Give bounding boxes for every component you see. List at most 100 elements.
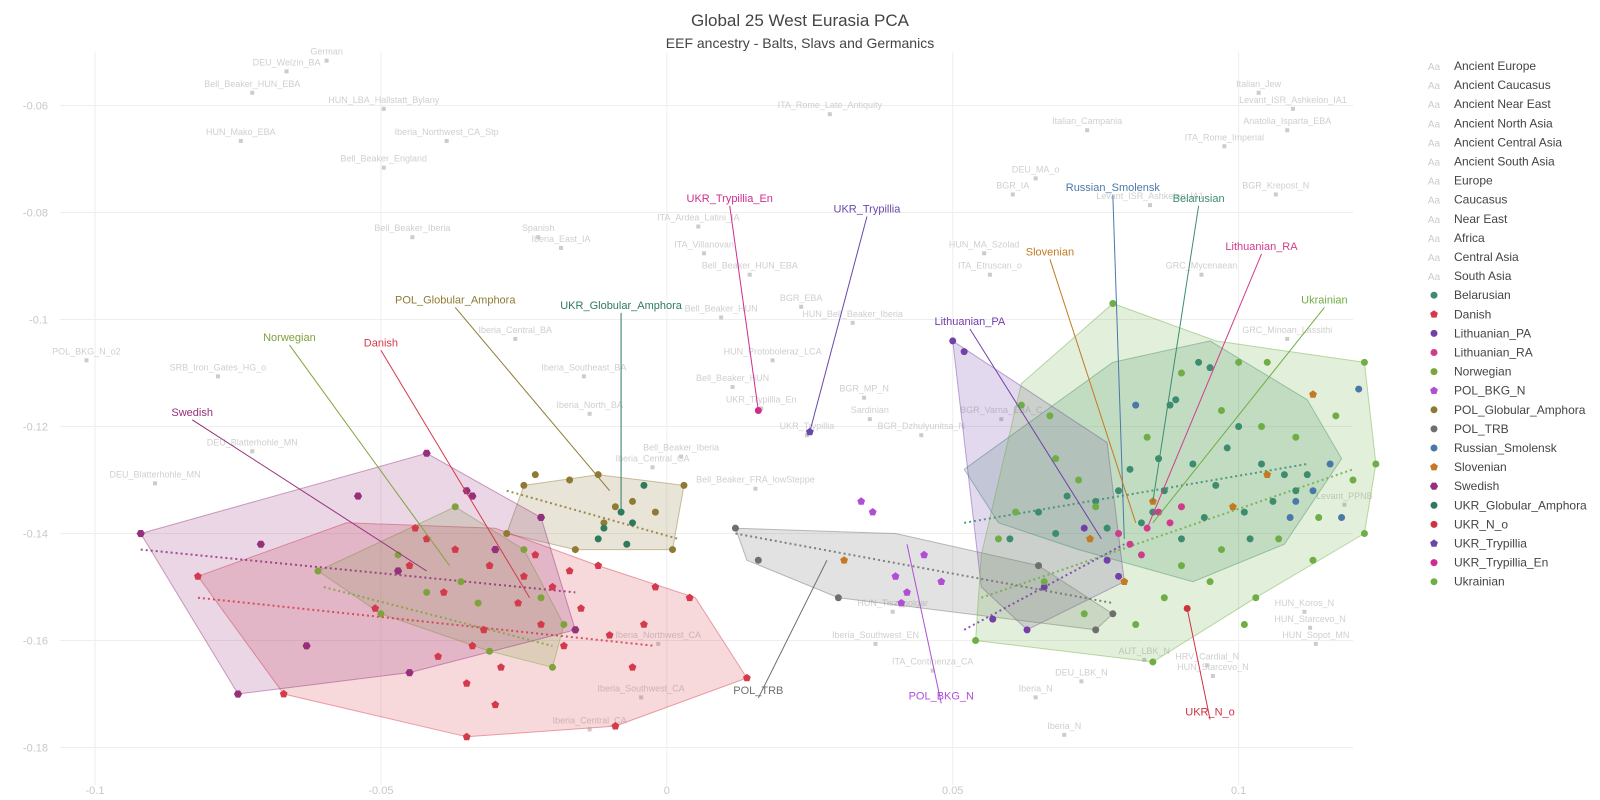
point-pol-trb bbox=[1109, 610, 1117, 618]
background-label: HUN_Protoboleraz_LCA bbox=[724, 346, 822, 356]
background-label: German bbox=[310, 47, 343, 57]
point-belarusian bbox=[1223, 444, 1231, 452]
background-marker bbox=[559, 245, 564, 250]
point-danish bbox=[462, 732, 471, 741]
background-label: GRC_Minoan_Lassithi bbox=[1242, 325, 1332, 335]
point-pol-globular-amphora bbox=[566, 476, 574, 484]
callout-leader-line bbox=[1152, 307, 1325, 524]
background-label: HUN_LBA_Hallstatt_Bylany bbox=[328, 95, 440, 105]
point-ukrainian bbox=[1017, 401, 1025, 409]
legend-item: Ukrainian bbox=[1454, 575, 1505, 589]
point-ukrainian bbox=[1046, 412, 1054, 420]
callout-label: Norwegian bbox=[263, 332, 316, 344]
point-pol-globular-amphora bbox=[600, 519, 608, 527]
background-label: HUN_Koros_N bbox=[1275, 598, 1335, 608]
legend-marker bbox=[1430, 444, 1438, 452]
point-slovenian bbox=[840, 556, 848, 564]
point-ukrainian bbox=[994, 535, 1002, 543]
legend-item: Ancient Central Asia bbox=[1454, 135, 1562, 149]
point-belarusian bbox=[1035, 508, 1042, 516]
point-ukrainian bbox=[1206, 578, 1214, 586]
point-pol-bkg-n bbox=[903, 588, 911, 596]
point-ukrainian bbox=[972, 637, 980, 645]
point-pol-globular-amphora bbox=[531, 471, 539, 479]
background-label: HUN_Mako_EBA bbox=[206, 127, 276, 137]
legend-item: Ancient North Asia bbox=[1454, 116, 1553, 130]
point-belarusian bbox=[1172, 396, 1180, 404]
legend-marker bbox=[1430, 501, 1438, 509]
chart-title: Global 25 West Eurasia PCA bbox=[691, 11, 910, 30]
point-lithuanian-pa bbox=[960, 348, 968, 356]
background-marker bbox=[1205, 663, 1210, 668]
background-label: HUN_Bell_Beaker_Iberia bbox=[802, 309, 903, 319]
background-label: AUT_LBK_N bbox=[1119, 646, 1171, 656]
legend-item: Lithuanian_PA bbox=[1454, 326, 1531, 340]
background-marker bbox=[827, 112, 832, 117]
point-ukrainian bbox=[1332, 412, 1340, 420]
point-belarusian bbox=[1258, 460, 1266, 468]
point-ukr-globular-amphora bbox=[629, 519, 637, 527]
background-label: DEU_Welzin_BA bbox=[253, 57, 321, 67]
point-russian-smolensk bbox=[1309, 487, 1317, 495]
point-danish bbox=[685, 593, 694, 602]
background-label: Spanish bbox=[522, 223, 555, 233]
point-norwegian bbox=[474, 599, 482, 607]
background-marker bbox=[719, 315, 724, 320]
background-label: Bell_Beaker_HUN_EBA bbox=[702, 261, 798, 271]
background-label: Bell_Beaker_FRA_lowSteppe bbox=[696, 475, 815, 485]
background-label: UKR_Trypillia_En bbox=[726, 394, 797, 404]
point-danish bbox=[462, 679, 471, 687]
point-swedish bbox=[468, 492, 477, 500]
callout-label: POL_BKG_N bbox=[909, 690, 974, 702]
point-belarusian bbox=[1006, 535, 1014, 543]
point-russian-smolensk bbox=[1286, 513, 1294, 521]
point-danish bbox=[577, 604, 585, 612]
background-marker bbox=[536, 235, 541, 240]
point-ukrainian bbox=[1052, 455, 1060, 463]
callout-label: POL_TRB bbox=[733, 685, 783, 697]
background-marker bbox=[1313, 641, 1318, 646]
point-lithuanian-ra bbox=[1115, 530, 1123, 538]
hull-belarusian bbox=[963, 340, 1343, 583]
callout-leader-line bbox=[809, 216, 868, 433]
legend-item: Lithuanian_RA bbox=[1454, 346, 1533, 360]
background-label: BGR_IA bbox=[996, 180, 1029, 190]
point-ukrainian bbox=[1143, 433, 1151, 441]
point-swedish bbox=[405, 669, 414, 677]
point-ukrainian bbox=[1177, 369, 1185, 377]
background-marker bbox=[215, 374, 220, 379]
background-marker bbox=[238, 138, 243, 143]
trend-line-belarusian bbox=[963, 462, 1308, 524]
point-danish bbox=[439, 588, 448, 596]
background-label: Iberia_Southwest_EN bbox=[832, 630, 919, 640]
legend-item: Russian_Smolensk bbox=[1454, 441, 1558, 455]
point-pol-bkg-n bbox=[868, 508, 877, 516]
point-ukr-globular-amphora bbox=[594, 535, 602, 543]
axis-tick-labels: -0.1 -0.05 0 0.05 0.1 -0.06 -0.08 -0.1 -0.12 -0.1… bbox=[23, 101, 1246, 797]
legend-item: UKR_Trypillia bbox=[1454, 537, 1527, 551]
background-label: Italian_Jew bbox=[1236, 79, 1282, 89]
point-swedish bbox=[394, 567, 403, 575]
legend-symbol: Aa bbox=[1428, 177, 1441, 188]
callout-leader-line bbox=[1186, 608, 1211, 720]
point-danish bbox=[743, 673, 751, 682]
legend-marker bbox=[1430, 520, 1438, 528]
background-marker bbox=[1222, 144, 1227, 149]
callout-leader-line bbox=[729, 205, 759, 411]
point-danish bbox=[451, 545, 460, 553]
background-marker bbox=[730, 385, 735, 390]
background-label: BGR_Dzhulyunitsa_N bbox=[878, 421, 966, 431]
legend-item: UKR_Globular_Amphora bbox=[1454, 498, 1587, 512]
background-label: Bell_Beaker_HUN bbox=[696, 373, 769, 383]
background-marker bbox=[153, 481, 158, 486]
background-marker bbox=[84, 358, 89, 363]
legend-marker bbox=[1430, 463, 1438, 471]
point-pol-globular-amphora bbox=[669, 546, 677, 554]
background-marker bbox=[770, 358, 775, 363]
point-pol-bkg-n bbox=[920, 550, 928, 559]
background-marker bbox=[982, 251, 987, 256]
background-label: ITA_Rome_Imperial bbox=[1185, 132, 1264, 142]
point-russian-smolensk bbox=[1132, 401, 1140, 409]
point-lithuanian-pa bbox=[989, 615, 997, 623]
